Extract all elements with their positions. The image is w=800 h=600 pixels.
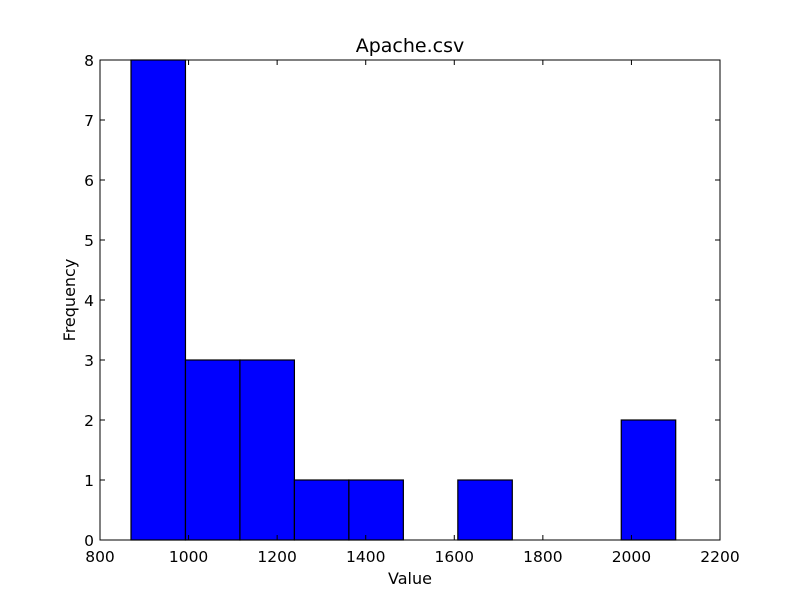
y-tick-label: 6	[84, 172, 94, 190]
x-tick-label: 800	[85, 548, 115, 566]
histogram-bar	[293, 479, 350, 541]
histogram-bar	[184, 359, 241, 541]
histogram-bar	[348, 479, 404, 541]
y-tick-label: 4	[84, 292, 94, 310]
y-tick-label: 5	[84, 232, 94, 250]
y-axis: 0 1 2 3 4 5 6 7 8	[84, 52, 720, 550]
x-axis-title: Value	[388, 569, 432, 588]
histogram-bars	[130, 59, 677, 541]
x-tick-label: 1600	[435, 548, 474, 566]
y-tick-label: 3	[84, 352, 94, 370]
y-tick-label: 1	[84, 472, 94, 490]
x-tick-label: 1400	[346, 548, 385, 566]
y-tick-label: 2	[84, 412, 94, 430]
x-tick-label: 1800	[523, 548, 562, 566]
x-axis: 800 1000 1200 1400 1600 1800 2000 2200	[85, 60, 740, 566]
y-tick-label: 0	[84, 532, 94, 550]
y-tick-label: 7	[84, 112, 94, 130]
y-tick-label: 8	[84, 52, 94, 70]
histogram-bar	[620, 419, 677, 541]
histogram-bar	[239, 359, 296, 541]
x-tick-label: 2000	[612, 548, 651, 566]
y-axis-title: Frequency	[60, 259, 79, 342]
x-tick-label: 2200	[700, 548, 739, 566]
x-tick-label: 1000	[169, 548, 208, 566]
chart-title: Apache.csv	[356, 35, 465, 57]
x-tick-label: 1200	[257, 548, 296, 566]
histogram-bar	[130, 59, 187, 541]
histogram-bar	[457, 479, 513, 541]
